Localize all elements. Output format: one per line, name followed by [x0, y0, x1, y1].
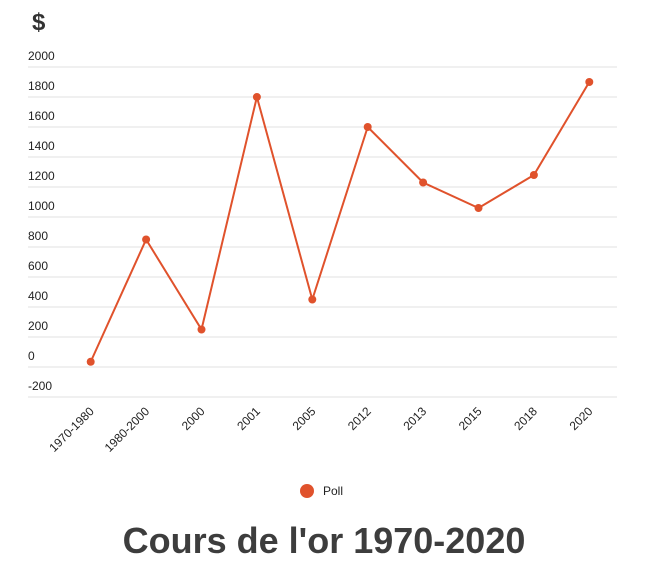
y-tick-label: 0	[28, 349, 35, 363]
y-tick-label: 1600	[28, 109, 55, 123]
x-tick-label: 2013	[400, 404, 429, 433]
data-point	[419, 178, 428, 187]
y-tick-label: 1400	[28, 139, 55, 153]
chart-title: Cours de l'or 1970-2020	[123, 520, 526, 561]
y-axis-label: $	[32, 9, 46, 36]
x-tick-label: 2012	[345, 404, 374, 433]
data-point	[363, 123, 372, 131]
y-tick-label: 400	[28, 289, 48, 303]
x-tick-label: 2020	[567, 404, 596, 433]
y-tick-label: -200	[28, 379, 52, 393]
x-tick-label: 2001	[234, 404, 263, 433]
y-tick-label: 800	[28, 229, 48, 243]
x-tick-label: 2015	[456, 404, 485, 433]
y-tick-label: 200	[28, 319, 48, 333]
data-point	[252, 93, 261, 101]
x-tick-label: 2005	[290, 404, 319, 433]
y-tick-label: 1800	[28, 79, 55, 93]
legend-label: Poll	[323, 484, 343, 498]
legend-marker	[300, 484, 314, 498]
y-tick-label: 600	[28, 259, 48, 273]
x-tick-label: 1970-1980	[46, 404, 97, 455]
x-tick-label: 2018	[511, 404, 540, 433]
series-line	[89, 81, 591, 363]
y-tick-label: 1200	[28, 169, 55, 183]
x-tick-label: 1980-2000	[102, 404, 153, 455]
data-point	[308, 295, 317, 304]
y-tick-label: 2000	[28, 49, 55, 63]
data-point	[585, 78, 594, 86]
y-tick-label: 1000	[28, 199, 55, 213]
data-point	[86, 357, 95, 366]
data-point	[529, 171, 538, 179]
x-tick-label: 2000	[179, 404, 208, 433]
data-point	[474, 204, 483, 212]
data-point	[142, 235, 151, 244]
data-point	[197, 325, 206, 334]
